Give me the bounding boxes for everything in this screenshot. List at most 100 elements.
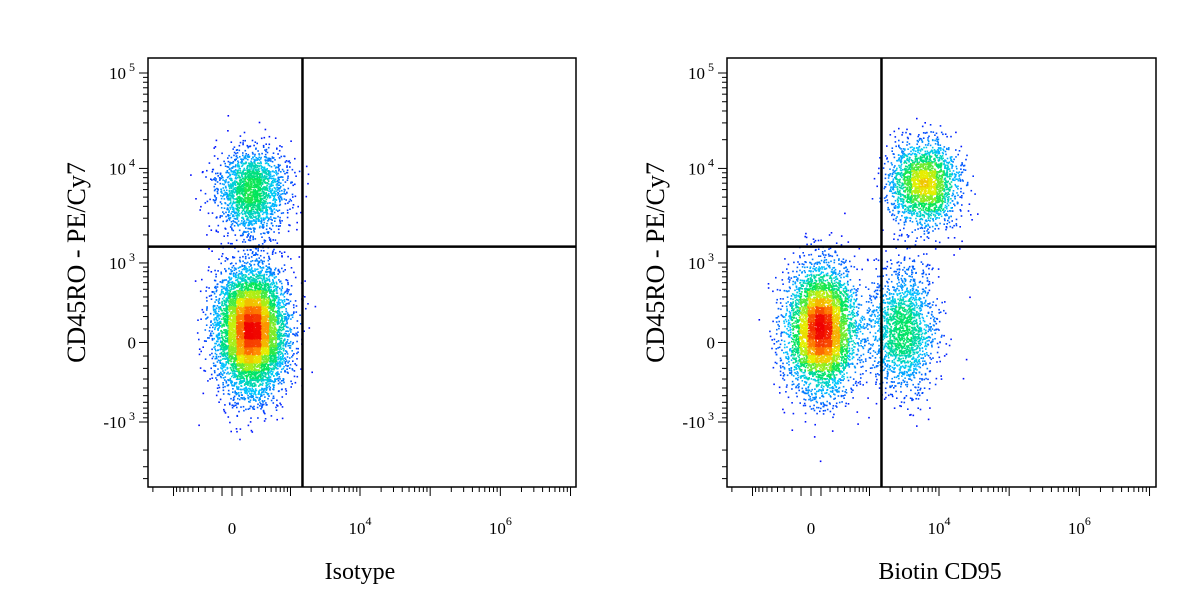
event-dot (272, 192, 275, 194)
event-dot (222, 304, 224, 307)
event-dot (265, 228, 268, 231)
event-dot (278, 188, 281, 190)
event-dot (244, 181, 247, 183)
event-dot (268, 267, 270, 270)
event-dot (215, 353, 218, 356)
event-dot (247, 253, 249, 256)
event-dot (263, 278, 266, 280)
event-dot (209, 334, 212, 336)
event-dot (214, 201, 216, 204)
event-dot (292, 360, 294, 362)
event-dot (235, 211, 238, 214)
event-dot (269, 380, 272, 382)
event-dot (263, 371, 265, 373)
event-dot (232, 391, 234, 393)
event-dot (236, 149, 239, 151)
event-dot (233, 358, 235, 360)
event-dot (214, 352, 217, 355)
event-dot (238, 190, 241, 193)
event-dot (226, 195, 229, 198)
event-dot (213, 318, 215, 320)
event-dot (266, 277, 268, 280)
event-dot (254, 370, 256, 372)
event-dot (224, 202, 226, 204)
event-dot (271, 175, 274, 178)
event-dot (250, 270, 252, 273)
event-dot (213, 200, 216, 202)
event-dot (260, 164, 262, 167)
event-dot (217, 316, 219, 318)
event-dot (275, 169, 277, 172)
event-dot (247, 276, 249, 279)
event-dot (280, 324, 282, 326)
event-dot (228, 219, 231, 221)
event-dot (225, 380, 227, 383)
event-dot (225, 298, 227, 300)
event-dot (244, 257, 247, 260)
event-dot (214, 195, 216, 198)
event-dot (216, 387, 219, 389)
event-dot (257, 250, 259, 252)
event-dot (245, 408, 247, 411)
event-dot (213, 337, 215, 340)
event-dot (223, 300, 226, 303)
event-dot (295, 347, 298, 350)
event-dot (227, 327, 229, 329)
event-dot (269, 304, 272, 306)
event-dot (248, 223, 250, 225)
event-dot (215, 197, 218, 199)
event-dot (277, 338, 279, 340)
event-dot (253, 174, 255, 176)
event-dot (257, 158, 260, 160)
event-dot (257, 169, 260, 172)
event-dot (283, 292, 285, 295)
event-dot (224, 288, 227, 291)
event-dot (271, 203, 274, 206)
event-dot (286, 353, 289, 355)
event-dot (294, 300, 297, 302)
event-dot (235, 297, 237, 299)
event-dot (230, 179, 232, 181)
event-dot (223, 344, 225, 346)
event-dot (275, 296, 278, 298)
event-dot (257, 218, 259, 221)
event-dot (265, 402, 267, 404)
event-dot (242, 201, 245, 203)
event-dot (236, 204, 238, 206)
event-dot (217, 300, 220, 303)
event-dot (270, 301, 273, 304)
event-dot (284, 313, 287, 315)
event-dot (290, 380, 292, 383)
event-dot (220, 376, 223, 379)
event-dot (221, 346, 223, 349)
event-dot (280, 171, 282, 173)
event-dot (272, 318, 274, 320)
event-dot (227, 280, 229, 282)
event-dot (278, 325, 281, 328)
event-dot (223, 321, 226, 323)
event-dot (251, 139, 254, 142)
event-dot (225, 301, 228, 304)
event-dot (247, 182, 250, 185)
event-dot (305, 195, 308, 198)
event-dot (292, 196, 294, 198)
event-dot (219, 182, 222, 185)
event-dot (229, 183, 232, 185)
event-dot (226, 171, 229, 174)
event-dot (235, 374, 238, 376)
event-dot (249, 271, 252, 274)
event-dot (211, 352, 213, 355)
event-dot (235, 198, 237, 200)
event-dot (254, 153, 256, 156)
event-dot (259, 270, 262, 273)
event-dot (220, 313, 222, 315)
event-dot (213, 194, 216, 197)
event-dot (214, 301, 216, 303)
event-dot (266, 168, 268, 170)
event-dot (283, 339, 286, 341)
event-dot (270, 399, 273, 402)
event-dot (267, 157, 269, 160)
event-dot (223, 198, 226, 200)
event-dot (256, 205, 258, 207)
event-dot (254, 165, 256, 167)
